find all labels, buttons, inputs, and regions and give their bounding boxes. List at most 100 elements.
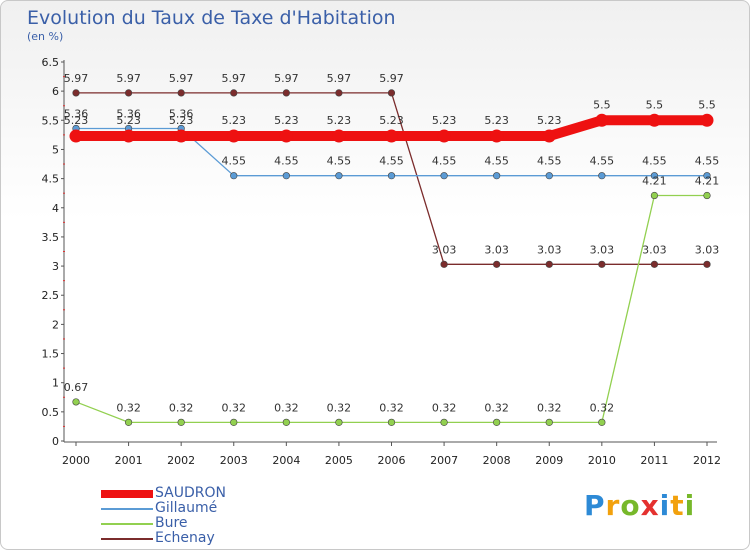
data-point	[177, 89, 185, 97]
data-label: 4.55	[379, 155, 404, 168]
data-label: 4.55	[274, 155, 299, 168]
data-label: 5.23	[327, 114, 352, 127]
x-tick-label: 2012	[693, 454, 721, 467]
data-label: 4.21	[642, 175, 667, 188]
data-point	[440, 418, 448, 426]
data-point	[385, 129, 398, 143]
data-point	[490, 129, 504, 143]
data-point	[335, 89, 343, 97]
data-point	[230, 89, 238, 97]
data-point	[598, 172, 606, 180]
data-label: 5.97	[222, 72, 247, 85]
data-point	[703, 172, 711, 180]
data-label: 5.36	[169, 107, 194, 120]
x-tick-label: 2005	[325, 454, 353, 467]
data-label: 0.32	[169, 401, 194, 414]
data-label: 5.97	[379, 72, 404, 85]
logo-letter: i	[684, 489, 696, 522]
data-point	[700, 113, 714, 127]
data-label: 3.03	[484, 243, 509, 256]
data-point	[595, 113, 609, 127]
data-label: 4.55	[695, 155, 720, 168]
data-point	[542, 129, 556, 143]
data-point	[69, 129, 83, 143]
data-point	[72, 398, 80, 406]
x-tick-label: 2004	[272, 454, 300, 467]
data-label: 5.23	[222, 114, 247, 127]
data-label: 5.97	[64, 72, 89, 85]
data-point	[387, 172, 396, 180]
data-point	[387, 418, 396, 426]
data-point	[598, 260, 606, 268]
y-tick-label: 5	[52, 143, 59, 156]
y-tick-label: 6	[52, 85, 59, 98]
x-tick-label: 2001	[115, 454, 143, 467]
data-label: 3.03	[537, 243, 562, 256]
data-label: 5.23	[116, 114, 141, 127]
data-label: 5.97	[169, 72, 194, 85]
data-label: 5.36	[64, 107, 89, 120]
data-label: 5.23	[484, 114, 509, 127]
data-label: 4.55	[537, 155, 562, 168]
data-label: 4.55	[642, 155, 667, 168]
data-point	[122, 129, 136, 143]
x-tick-label: 2002	[167, 454, 195, 467]
data-label: 0.32	[116, 401, 141, 414]
data-point	[650, 191, 659, 200]
chart-legend: SAUDRON Gillaumé Bure Echenay	[101, 485, 301, 546]
y-tick-label: 2.5	[42, 289, 60, 302]
data-label: 5.5	[698, 98, 716, 111]
data-label: 4.55	[432, 155, 457, 168]
y-tick-label: 2	[52, 318, 59, 331]
data-label: 5.23	[379, 114, 404, 127]
data-point	[230, 172, 238, 180]
data-point	[124, 89, 133, 97]
data-label: 0.32	[222, 401, 247, 414]
data-label: 5.23	[537, 114, 562, 127]
data-label: 0.67	[64, 381, 89, 394]
x-tick-label: 2000	[62, 454, 90, 467]
data-label: 0.32	[274, 401, 299, 414]
chart-title: Evolution du Taux de Taxe d'Habitation	[27, 7, 396, 29]
y-tick-label: 1.5	[42, 348, 60, 361]
data-point	[545, 172, 553, 180]
data-label: 3.03	[642, 243, 667, 256]
series-line-bure	[75, 194, 708, 423]
data-label: 4.55	[327, 155, 352, 168]
x-tick-label: 2007	[430, 454, 458, 467]
logo-letter: x	[640, 489, 660, 522]
data-point	[598, 418, 606, 426]
data-label: 4.55	[222, 155, 247, 168]
data-point	[650, 172, 659, 180]
data-label: 3.03	[695, 243, 720, 256]
data-label: 0.32	[432, 401, 457, 414]
legend-swatch	[101, 523, 153, 525]
y-tick-label: 6.5	[42, 56, 60, 69]
logo-letter: t	[670, 489, 685, 522]
x-tick-label: 2010	[588, 454, 616, 467]
data-label: 3.03	[432, 243, 457, 256]
data-point	[227, 129, 241, 143]
data-point	[282, 418, 290, 426]
legend-label: SAUDRON	[155, 485, 226, 501]
data-point	[177, 418, 185, 426]
logo-letter: P	[584, 489, 606, 522]
data-point	[174, 129, 188, 143]
y-tick-label: 3.5	[42, 231, 60, 244]
legend-item: Gillaumé	[101, 500, 301, 516]
data-point	[493, 260, 501, 268]
data-label: 5.5	[646, 98, 664, 111]
data-point	[440, 172, 448, 180]
data-point	[332, 129, 346, 143]
data-point	[545, 418, 553, 426]
data-point	[493, 418, 501, 426]
y-tick-label: 0	[52, 435, 59, 448]
data-label: 5.23	[274, 114, 299, 127]
x-tick-label: 2003	[220, 454, 248, 467]
data-point	[72, 89, 80, 97]
data-point	[282, 172, 290, 180]
x-tick-label: 2008	[483, 454, 511, 467]
data-label: 5.23	[64, 114, 89, 127]
data-label: 0.32	[327, 401, 352, 414]
data-label: 4.55	[590, 155, 615, 168]
